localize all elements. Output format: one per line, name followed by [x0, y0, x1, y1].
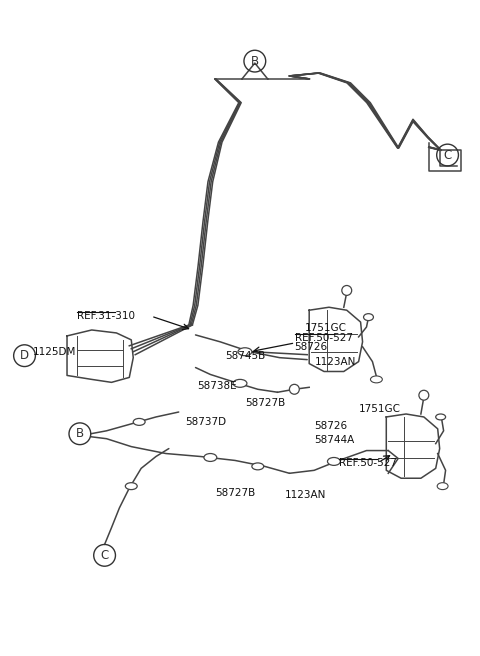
Text: 1751GC: 1751GC — [359, 404, 401, 414]
Ellipse shape — [327, 457, 340, 465]
Ellipse shape — [252, 463, 264, 470]
Ellipse shape — [436, 414, 445, 420]
Circle shape — [342, 285, 352, 295]
Text: 58726: 58726 — [294, 342, 327, 352]
Text: 1123AN: 1123AN — [315, 357, 357, 367]
Text: 1125DM: 1125DM — [33, 347, 76, 357]
Ellipse shape — [125, 483, 137, 489]
Ellipse shape — [437, 483, 448, 489]
Text: 58727B: 58727B — [216, 488, 255, 498]
Text: 58726: 58726 — [314, 421, 347, 431]
Ellipse shape — [133, 419, 145, 425]
Circle shape — [289, 384, 300, 394]
Ellipse shape — [363, 314, 373, 321]
Text: B: B — [76, 427, 84, 440]
Circle shape — [419, 390, 429, 400]
Ellipse shape — [204, 453, 217, 461]
Text: 58738E: 58738E — [197, 381, 237, 392]
Text: 58727B: 58727B — [245, 398, 285, 408]
Text: 58745B: 58745B — [225, 351, 265, 361]
Text: 1123AN: 1123AN — [285, 490, 326, 500]
Text: 58737D: 58737D — [186, 417, 227, 427]
Ellipse shape — [233, 379, 247, 387]
Text: B: B — [251, 54, 259, 68]
Text: C: C — [100, 549, 108, 562]
Text: 1751GC: 1751GC — [305, 323, 347, 333]
Text: REF.50-527: REF.50-527 — [339, 459, 397, 468]
Text: D: D — [20, 349, 29, 362]
Ellipse shape — [371, 376, 383, 383]
Text: REF.31-310: REF.31-310 — [77, 311, 135, 321]
Text: REF.50-527: REF.50-527 — [295, 333, 353, 343]
Text: 58744A: 58744A — [314, 435, 354, 445]
Ellipse shape — [238, 348, 252, 356]
Text: C: C — [444, 148, 452, 161]
